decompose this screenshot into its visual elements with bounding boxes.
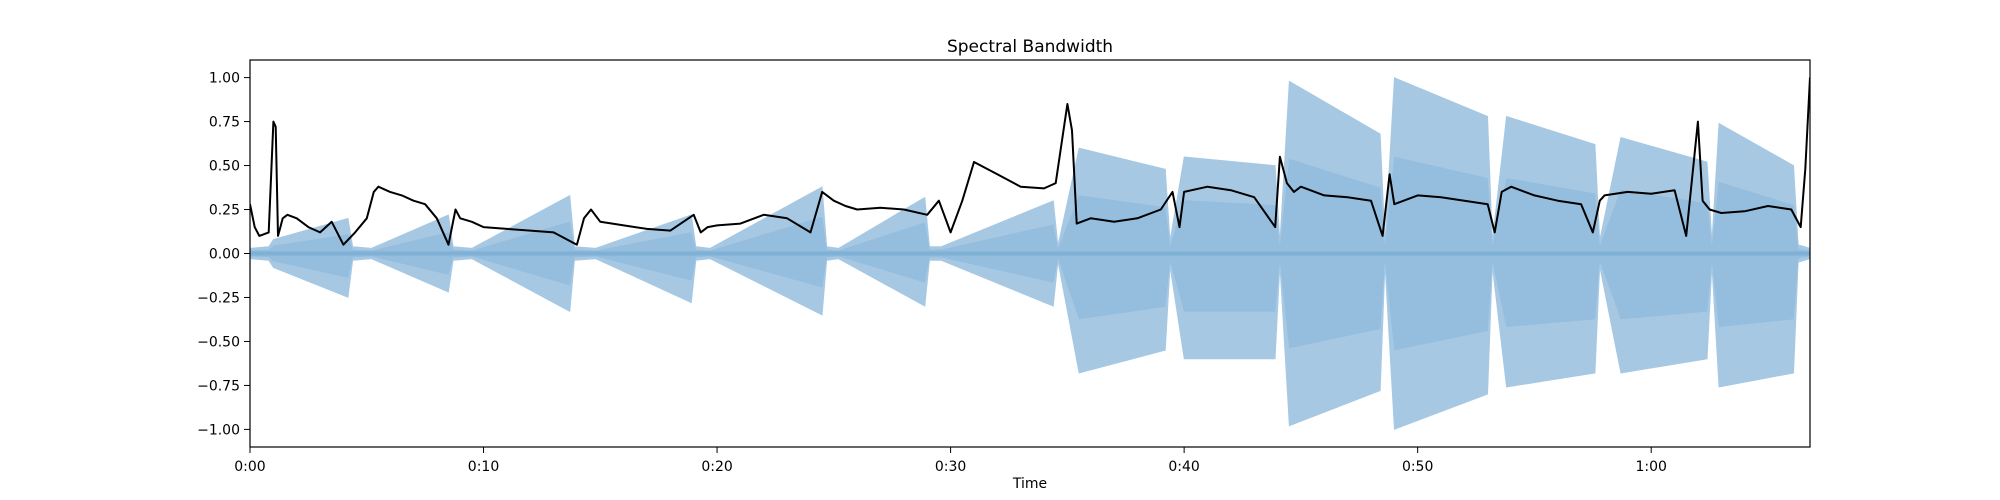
y-tick-label: 1.00 [209, 71, 240, 87]
x-tick-label: 0:50 [1402, 459, 1433, 475]
x-tick-label: 0:00 [234, 459, 265, 475]
x-axis-label: Time [1012, 476, 1047, 492]
y-tick-label: −1.00 [197, 422, 240, 438]
y-axis: 1.00 0.75 0.50 0.25 0.00 −0.25 −0.50 −0.75 −1.00 [197, 71, 250, 438]
y-tick-label: 0.25 [209, 203, 240, 219]
x-tick-label: 0:10 [468, 459, 499, 475]
y-tick-label: −0.75 [197, 378, 240, 394]
y-tick-label: −0.25 [197, 290, 240, 306]
y-tick-label: −0.50 [197, 334, 240, 350]
plot-area [250, 77, 1810, 430]
y-tick-label: 0.00 [209, 247, 240, 263]
x-tick-label: 0:40 [1168, 459, 1199, 475]
chart-title: Spectral Bandwidth [947, 37, 1113, 57]
x-tick-label: 1:00 [1635, 459, 1666, 475]
waveform-series [250, 77, 1810, 430]
y-tick-label: 0.75 [209, 115, 240, 131]
x-axis: 0:00 0:10 0:20 0:30 0:40 0:50 1:00 [234, 447, 1667, 475]
y-tick-label: 0.50 [209, 159, 240, 175]
x-tick-label: 0:30 [935, 459, 966, 475]
bandwidth-line [250, 77, 1810, 246]
x-tick-label: 0:20 [701, 459, 732, 475]
